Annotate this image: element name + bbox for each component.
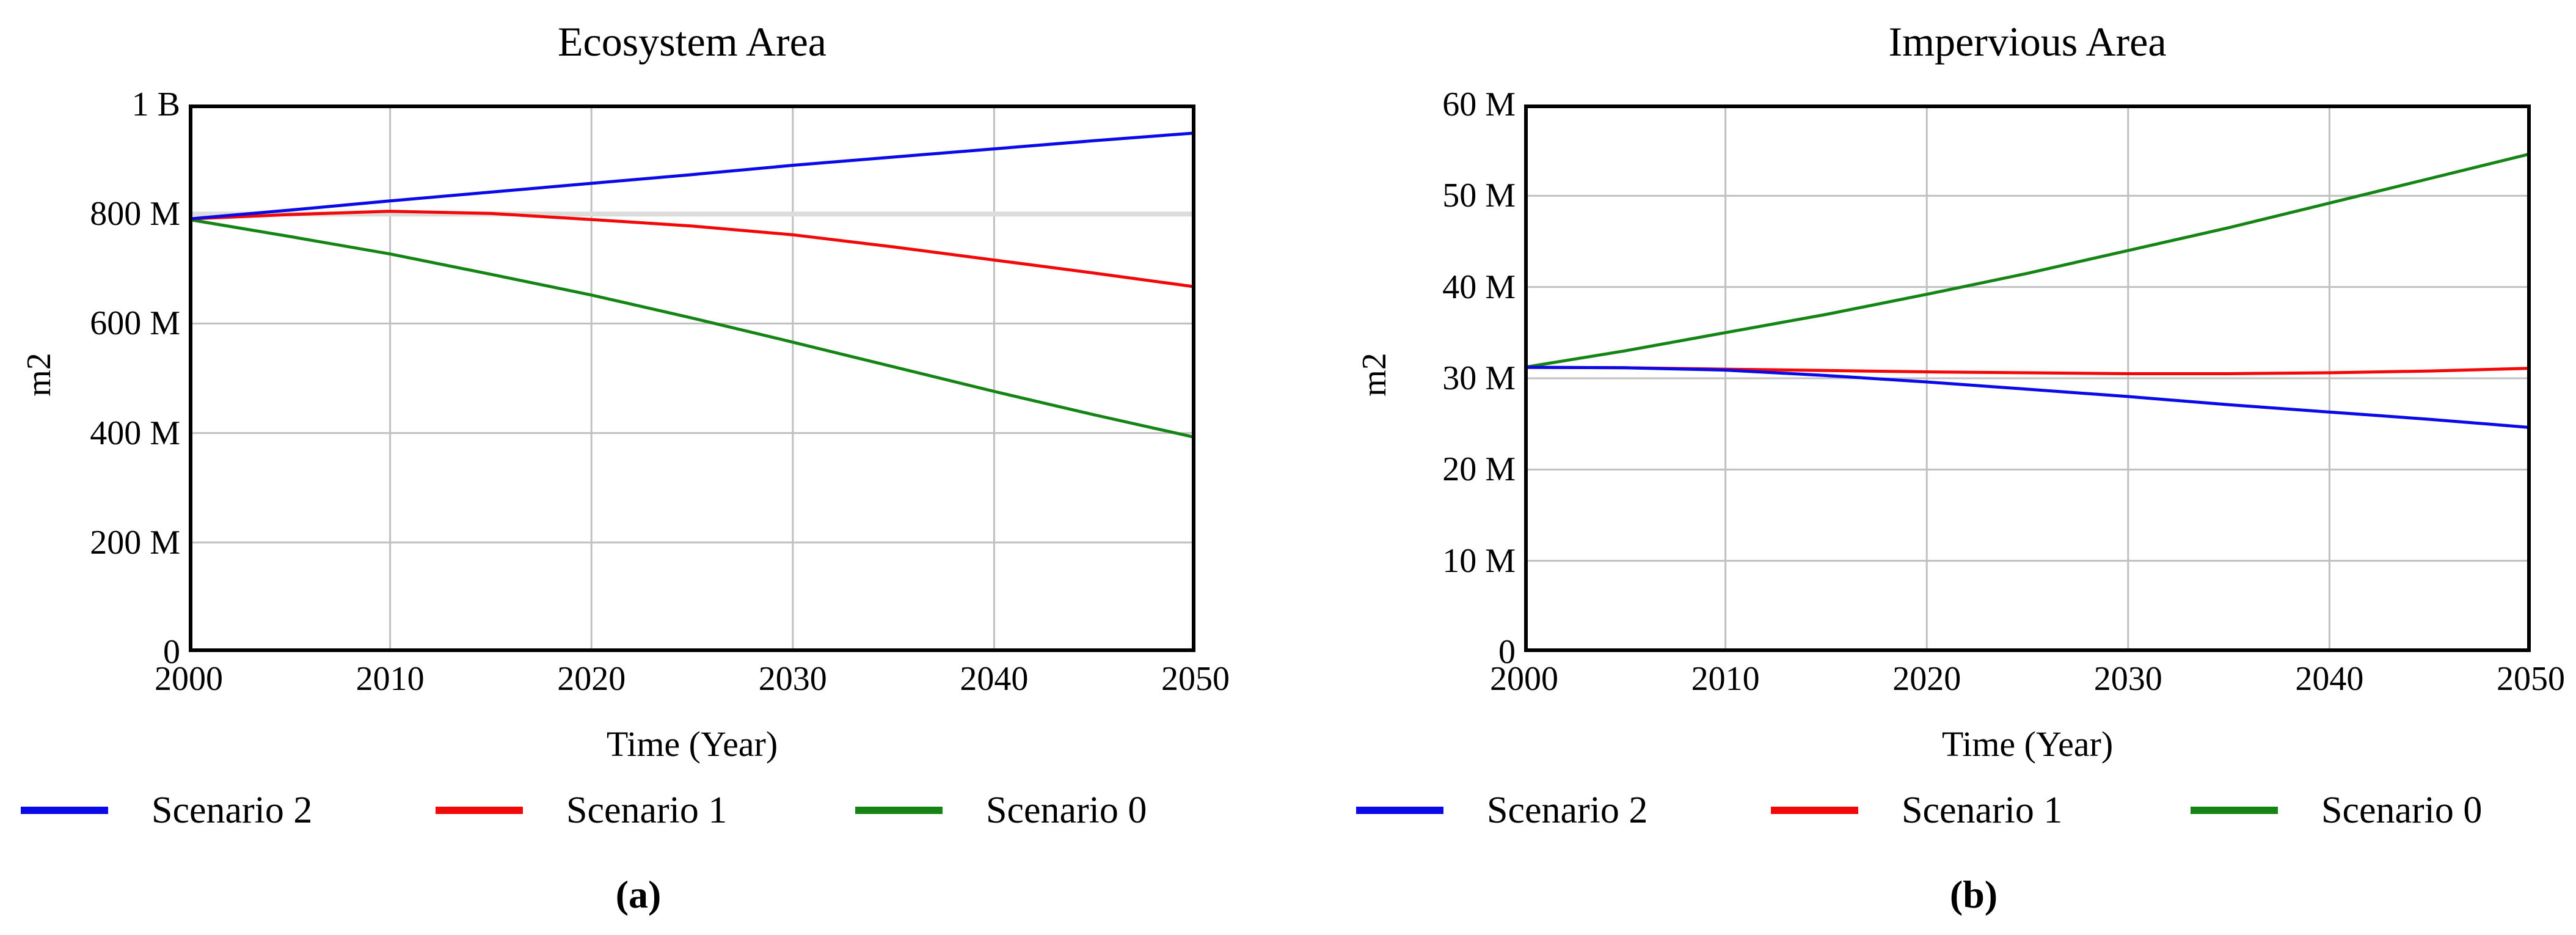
chart-title: Ecosystem Area: [558, 18, 826, 65]
x-tick-label: 2040: [960, 660, 1029, 698]
scenario-1-line-swatch-icon: [1771, 807, 1858, 814]
series-line-scenario-2: [189, 131, 1195, 221]
plot-frame: [189, 105, 1195, 652]
panel-caption-a: (a): [615, 873, 662, 916]
plot-area: [1524, 105, 2531, 652]
scenario-0-line-swatch-icon: [2191, 807, 2278, 814]
y-tick-label: 0: [163, 633, 180, 671]
y-tick-label: 800 M: [90, 195, 180, 233]
legend-item-scenario-2: Scenario 2: [1356, 787, 1647, 834]
y-tick-label: 400 M: [90, 414, 180, 452]
series-line-scenario-1: [189, 210, 1195, 288]
legend-label: Scenario 1: [1902, 790, 2063, 831]
series-line-scenario-0: [1524, 152, 2531, 369]
chart-title: Impervious Area: [1888, 18, 2167, 65]
x-axis-title: Time (Year): [1941, 724, 2114, 764]
y-tick-label: 1 B: [131, 86, 180, 123]
legend-label: Scenario 2: [151, 790, 313, 831]
legend-item-scenario-0: Scenario 0: [855, 787, 1147, 834]
y-tick-label: 60 M: [1442, 86, 1516, 123]
plot-frame: [1524, 105, 2531, 652]
x-tick-label: 2040: [2295, 660, 2364, 698]
x-tick-label: 2010: [1691, 660, 1760, 698]
y-axis-unit-label: m2: [20, 353, 58, 397]
x-tick-label: 2020: [557, 660, 626, 698]
scenario-2-line-swatch-icon: [21, 807, 108, 814]
y-tick-label: 30 M: [1442, 359, 1516, 397]
panel-caption-b: (b): [1949, 873, 1998, 916]
y-tick-label: 20 M: [1442, 450, 1516, 489]
y-tick-label: 40 M: [1442, 268, 1516, 306]
series-line-scenario-2: [1524, 365, 2531, 430]
scenario-0-line-swatch-icon: [855, 807, 943, 814]
series-line-scenario-0: [189, 218, 1195, 439]
legend-label: Scenario 0: [986, 790, 1147, 831]
legend-item-scenario-0: Scenario 0: [2191, 787, 2482, 834]
x-tick-label: 2020: [1892, 660, 1961, 698]
legend-label: Scenario 0: [2321, 790, 2483, 831]
legend-item-scenario-1: Scenario 1: [1771, 787, 2062, 834]
legend-label: Scenario 2: [1487, 790, 1648, 831]
legend-label: Scenario 1: [566, 790, 728, 831]
y-tick-label: 0: [1498, 633, 1516, 671]
x-tick-label: 2010: [356, 660, 425, 698]
scenario-1-line-swatch-icon: [436, 807, 523, 814]
y-tick-label: 50 M: [1442, 177, 1516, 215]
legend-item-scenario-2: Scenario 2: [21, 787, 312, 834]
x-tick-label: 2000: [1490, 660, 1558, 698]
x-axis-title: Time (Year): [606, 724, 778, 764]
y-tick-label: 200 M: [90, 523, 180, 562]
x-tick-label: 2030: [758, 660, 827, 698]
scenario-2-line-swatch-icon: [1356, 807, 1443, 814]
x-tick-label: 2050: [1161, 660, 1230, 698]
x-tick-label: 2000: [155, 660, 223, 698]
y-tick-label: 10 M: [1442, 541, 1516, 580]
impervious-area-chart: Impervious Area m2 Time (Year) Scenario …: [1356, 0, 2565, 935]
x-tick-label: 2050: [2497, 660, 2565, 698]
ecosystem-area-chart: Ecosystem Area m2 Time (Year) Scenario 2…: [20, 0, 1230, 935]
x-tick-label: 2030: [2093, 660, 2162, 698]
legend-item-scenario-1: Scenario 1: [436, 787, 727, 834]
plot-area: [189, 105, 1195, 652]
y-tick-label: 600 M: [90, 304, 180, 343]
